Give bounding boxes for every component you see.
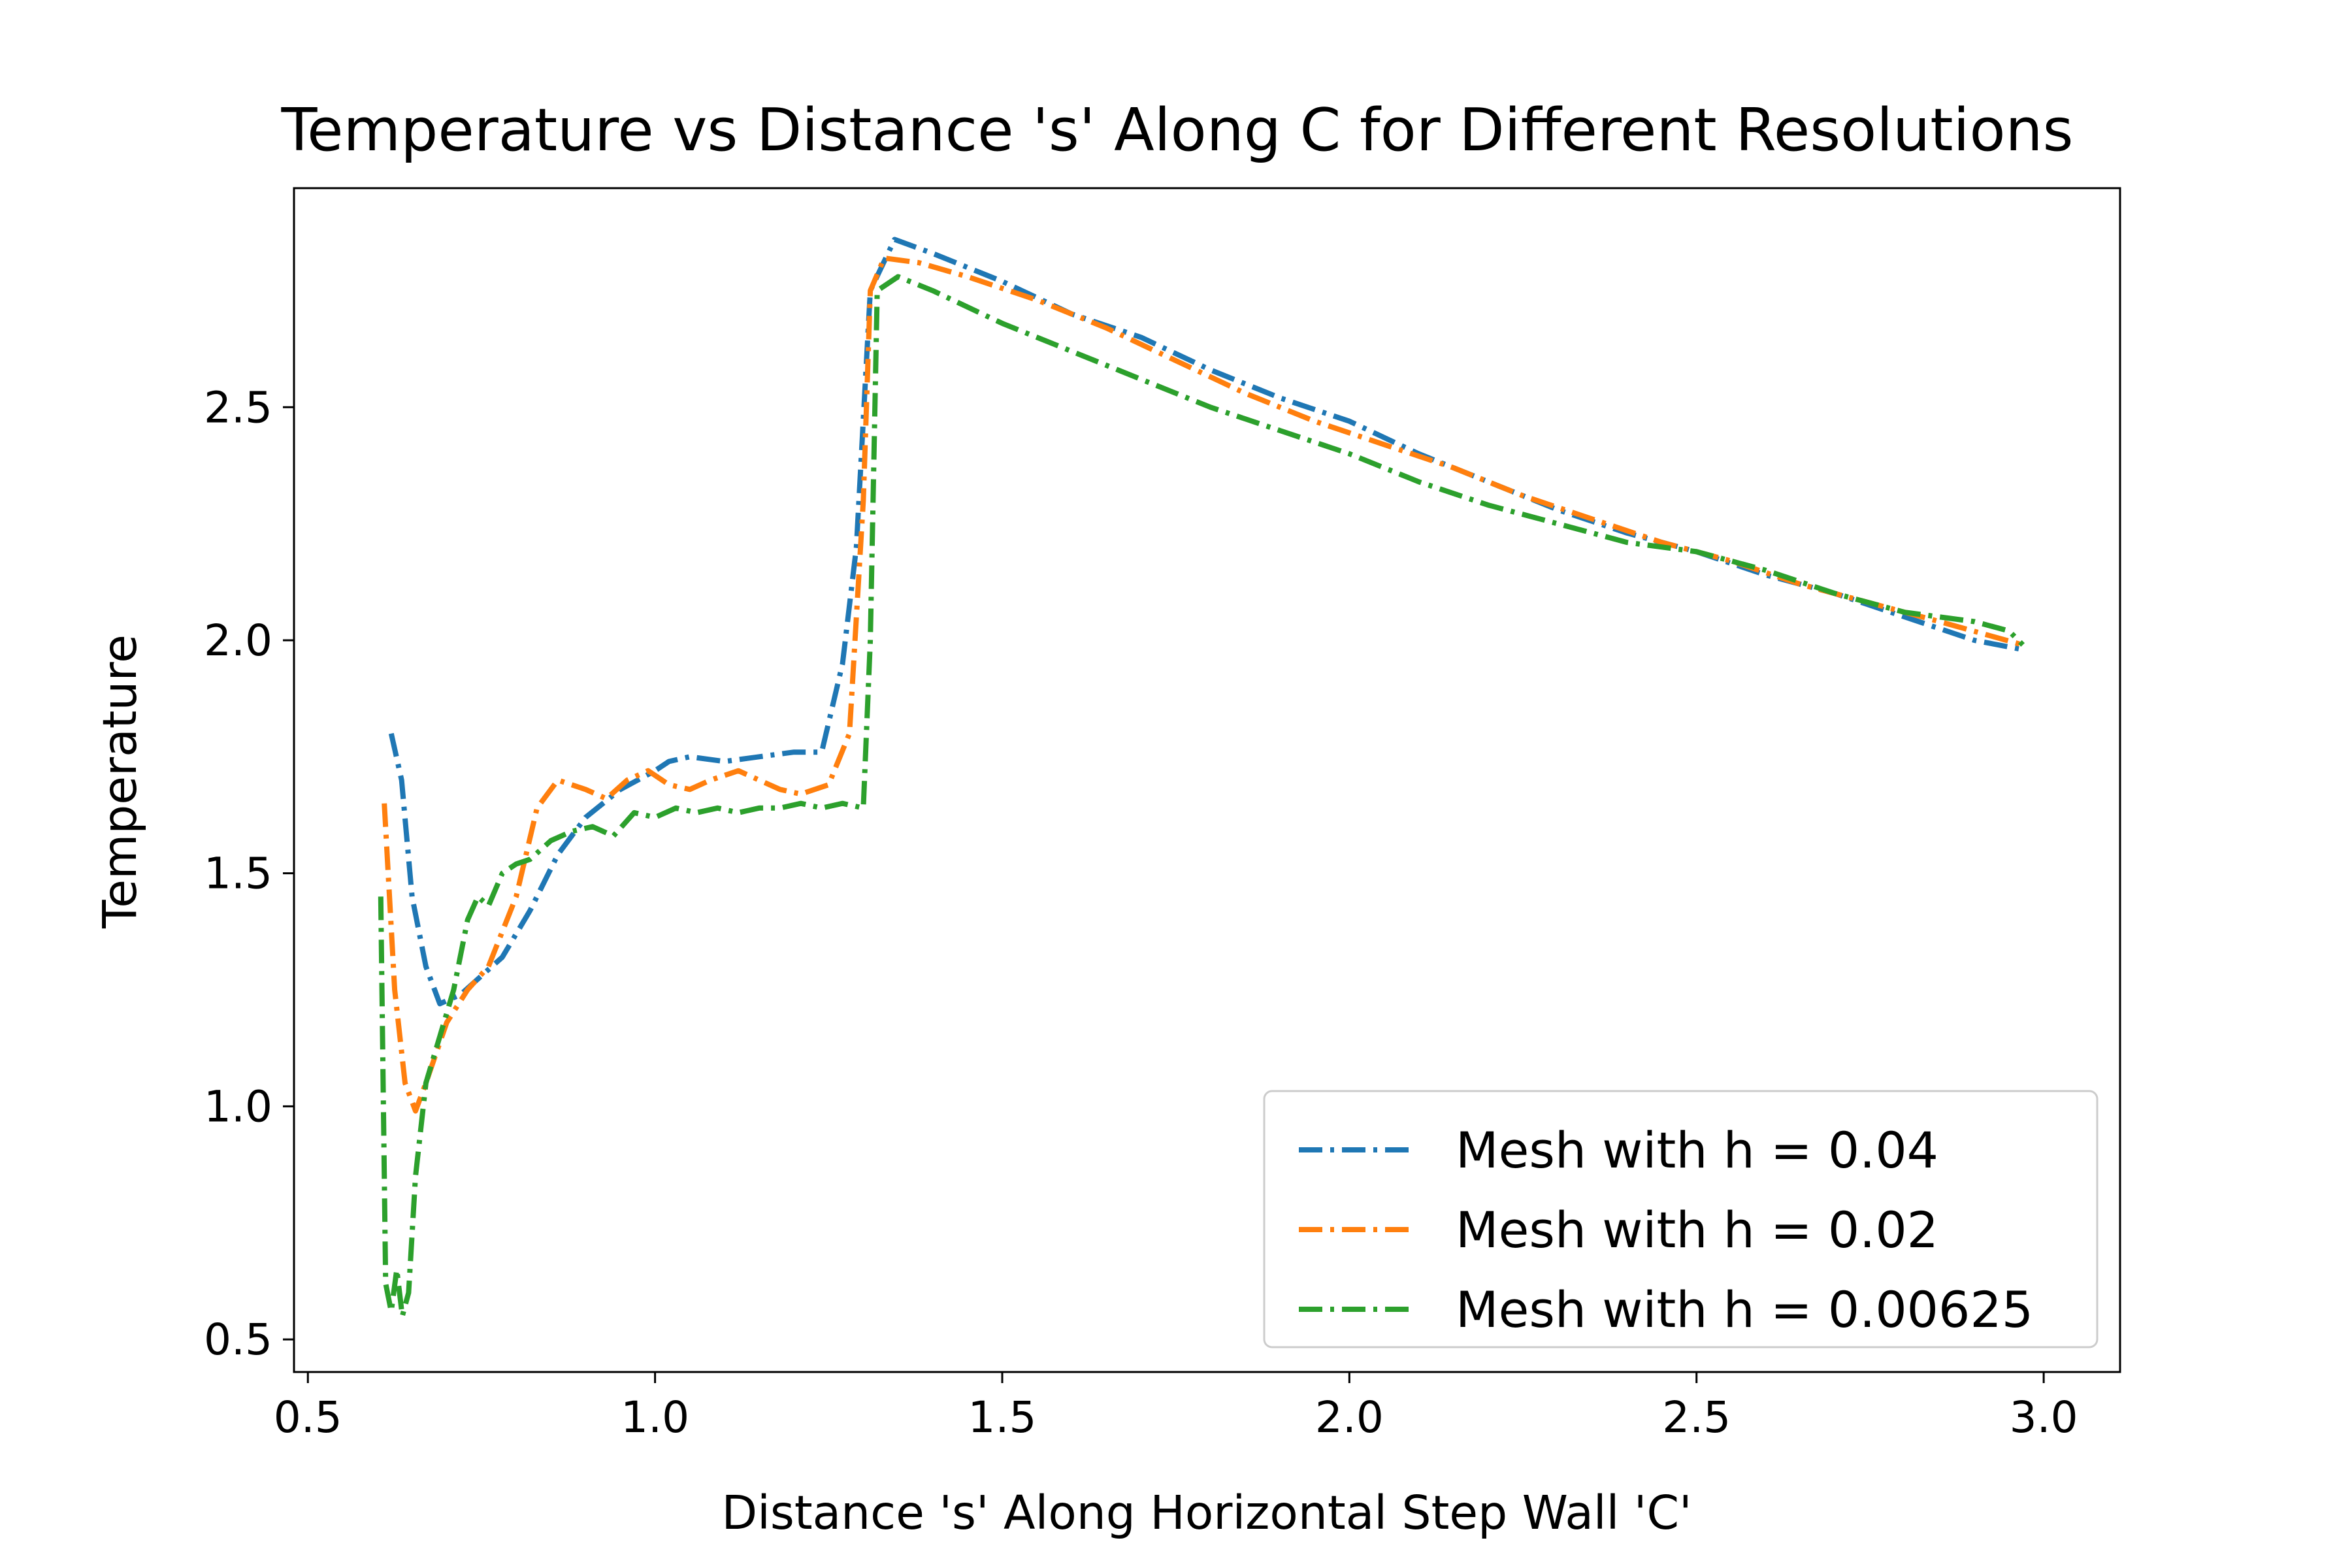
y-tick-label: 1.0	[204, 1081, 272, 1132]
x-tick-label: 3.0	[2010, 1392, 2078, 1443]
y-tick-label: 1.5	[204, 849, 272, 899]
y-tick-label: 2.5	[204, 382, 272, 433]
x-axis: 0.5 1.0 1.5 2.0 2.5 3.0	[274, 1372, 2078, 1443]
x-tick-label: 1.5	[968, 1392, 1037, 1443]
x-tick-label: 0.5	[274, 1392, 342, 1443]
series-line-2	[382, 255, 2024, 1114]
x-tick-label: 2.5	[1662, 1392, 1731, 1443]
series-line-3	[378, 274, 2025, 1319]
y-tick-label: 0.5	[204, 1315, 272, 1365]
legend-frame	[1263, 1090, 2099, 1348]
series-layer	[378, 237, 2025, 1319]
legend-label-2: Mesh with h = 0.02	[1456, 1201, 1938, 1259]
x-axis-label: Distance 's' Along Horizontal Step Wall …	[721, 1486, 1691, 1540]
y-tick-label: 2.0	[204, 615, 272, 666]
chart-title: Temperature vs Distance 's' Along C for …	[281, 96, 2074, 165]
legend-label-3: Mesh with h = 0.00625	[1456, 1281, 2033, 1339]
y-axis-label: Temperature	[93, 634, 147, 929]
legend-label-1: Mesh with h = 0.04	[1456, 1121, 1938, 1179]
y-axis: 0.5 1.0 1.5 2.0 2.5	[204, 382, 294, 1365]
legend: Mesh with h = 0.04 Mesh with h = 0.02 Mesh…	[1263, 1090, 2099, 1348]
x-tick-label: 1.0	[621, 1392, 689, 1443]
plot-frame	[293, 187, 2121, 1373]
x-tick-label: 2.0	[1315, 1392, 1384, 1443]
